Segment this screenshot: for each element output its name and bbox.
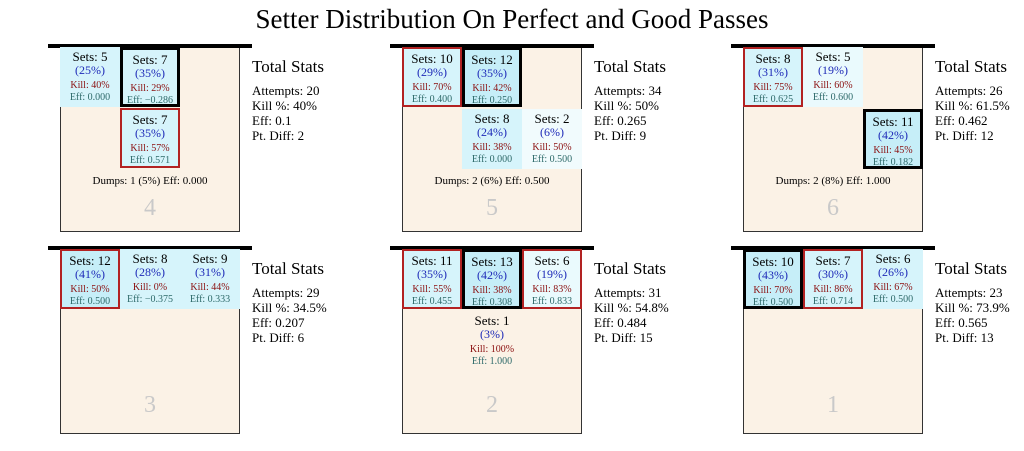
zone-2-panel: Sets: 11 (35%) Kill: 55% Eff: 0.455 Sets: … [390, 246, 712, 439]
set-cell: Sets: 7 (35%) Kill: 29% Eff: −0.286 [120, 47, 180, 107]
set-cell: Sets: 12 (41%) Kill: 50% Eff: 0.500 [60, 249, 120, 309]
set-cell: Sets: 8 (28%) Kill: 0% Eff: −0.375 [120, 249, 180, 309]
total-stats: Total Stats Attempts: 29 Kill %: 34.5% E… [252, 259, 327, 345]
set-cell: Sets: 10 (29%) Kill: 70% Eff: 0.400 [402, 47, 462, 107]
zone-3-panel: Sets: 12 (41%) Kill: 50% Eff: 0.500 Sets: … [48, 246, 370, 439]
dumps-label: Dumps: 2 (6%) Eff: 0.500 [434, 175, 550, 187]
zone-number: 4 [144, 195, 156, 221]
zone-6-panel: Sets: 8 (31%) Kill: 75% Eff: 0.625 Sets: 5… [731, 44, 1024, 237]
total-stats: Total Stats Attempts: 31 Kill %: 54.8% E… [594, 259, 669, 345]
zone-number: 3 [144, 392, 156, 418]
zone-1-panel: Sets: 10 (43%) Kill: 70% Eff: 0.500 Sets: … [731, 246, 1024, 439]
zone-number: 1 [827, 392, 839, 418]
set-cell: Sets: 8 (24%) Kill: 38% Eff: 0.000 [462, 109, 522, 169]
zone-number: 6 [827, 195, 839, 221]
net [390, 44, 594, 48]
set-cell: Sets: 10 (43%) Kill: 70% Eff: 0.500 [743, 249, 803, 309]
set-cell: Sets: 9 (31%) Kill: 44% Eff: 0.333 [180, 249, 240, 309]
set-cell: Sets: 11 (35%) Kill: 55% Eff: 0.455 [402, 249, 462, 309]
set-cell: Sets: 5 (25%) Kill: 40% Eff: 0.000 [60, 47, 120, 107]
set-cell: Sets: 12 (35%) Kill: 42% Eff: 0.250 [462, 47, 522, 107]
dumps-label: Dumps: 2 (8%) Eff: 1.000 [775, 175, 891, 187]
set-cell: Sets: 7 (35%) Kill: 57% Eff: 0.571 [120, 108, 180, 168]
zone-4-panel: Sets: 5 (25%) Kill: 40% Eff: 0.000 Sets: 7… [48, 44, 370, 237]
set-cell: Sets: 2 (6%) Kill: 50% Eff: 0.500 [522, 109, 582, 169]
net [390, 246, 594, 250]
total-stats: Total Stats Attempts: 20 Kill %: 40% Eff… [252, 57, 325, 143]
chart-title: Setter Distribution On Perfect and Good … [255, 4, 769, 34]
total-stats: Total Stats Attempts: 26 Kill %: 61.5% E… [935, 57, 1010, 143]
set-cell: Sets: 8 (31%) Kill: 75% Eff: 0.625 [743, 47, 803, 107]
zone-5-panel: Sets: 10 (29%) Kill: 70% Eff: 0.400 Sets: … [390, 44, 712, 237]
net [731, 44, 935, 48]
set-cell: Sets: 13 (42%) Kill: 38% Eff: 0.308 [462, 249, 522, 309]
set-cell: Sets: 6 (19%) Kill: 83% Eff: 0.833 [522, 249, 582, 309]
set-cell: Sets: 7 (30%) Kill: 86% Eff: 0.714 [803, 249, 863, 309]
net [731, 246, 935, 250]
set-cell: Sets: 11 (42%) Kill: 45% Eff: 0.182 [863, 109, 923, 169]
dumps-label: Dumps: 1 (5%) Eff: 0.000 [92, 175, 208, 187]
total-stats: Total Stats Attempts: 34 Kill %: 50% Eff… [594, 57, 667, 143]
set-cell: Sets: 5 (19%) Kill: 60% Eff: 0.600 [803, 47, 863, 107]
set-cell: Sets: 6 (26%) Kill: 67% Eff: 0.500 [863, 249, 923, 309]
zone-number: 5 [486, 195, 498, 221]
total-stats: Total Stats Attempts: 23 Kill %: 73.9% E… [935, 259, 1010, 345]
net [48, 44, 252, 48]
zone-number: 2 [486, 392, 498, 418]
net [48, 246, 252, 250]
set-cell: Sets: 1 (3%) Kill: 100% Eff: 1.000 [469, 313, 515, 368]
